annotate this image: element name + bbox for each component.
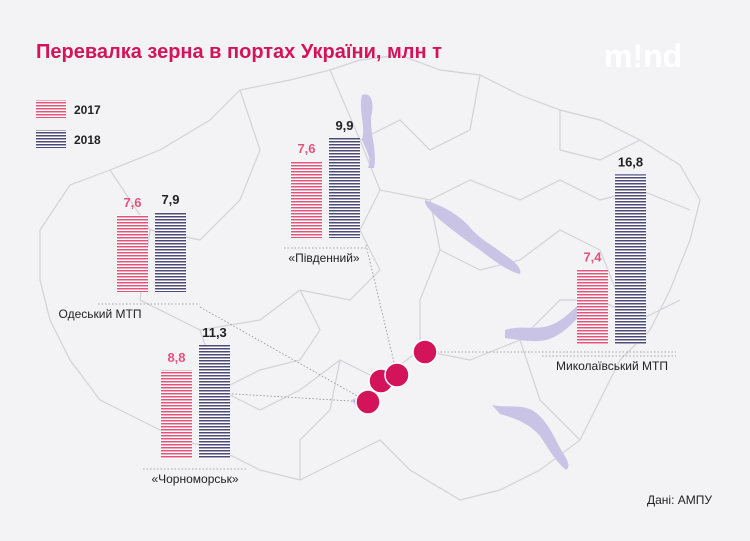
value-label-2017: 7,4 <box>583 249 602 264</box>
mind-logo: m!nd <box>604 38 682 74</box>
value-label-2018: 11,3 <box>202 325 227 340</box>
port-marker-chornomorsk <box>355 389 381 415</box>
bar-2018 <box>155 212 186 292</box>
port-marker-mykolaiv <box>412 339 438 365</box>
port-marker-pivdennyi <box>384 362 410 388</box>
value-label-2018: 16,8 <box>618 154 643 169</box>
legend-item-2017: 2017 <box>36 100 101 118</box>
leader-lines <box>199 244 676 403</box>
bar-group: 7,6 9,9 «Південний» <box>284 118 366 265</box>
bar-groups: 7,6 7,9 Одеський МТП 7,6 9,9 «Південний» 8,8 11… <box>59 118 676 486</box>
value-label-2017: 8,8 <box>167 350 185 365</box>
chart-title: Перевалка зерна в портах України, млн т <box>36 41 442 63</box>
legend-label-2017: 2017 <box>74 103 101 117</box>
port-label: Одеський МТП <box>59 307 142 321</box>
value-label-2017: 7,6 <box>123 195 141 210</box>
value-label-2018: 9,9 <box>335 118 353 133</box>
value-label-2018: 7,9 <box>161 192 179 207</box>
value-label-2017: 7,6 <box>297 141 315 156</box>
bar-2017 <box>577 269 608 344</box>
rivers-and-reservoirs <box>352 94 586 470</box>
bar-2017 <box>161 370 192 459</box>
bar-group: 7,6 7,9 Одеський МТП <box>59 192 200 321</box>
bar-2018 <box>329 138 360 238</box>
bar-2018 <box>615 174 646 344</box>
legend-label-2018: 2018 <box>74 133 101 147</box>
bar-group: 8,8 11,3 «Чорноморськ» <box>143 325 248 486</box>
bar-2017 <box>117 215 148 292</box>
legend-swatch-2018 <box>36 130 66 148</box>
source-note: Дані: АМПУ <box>647 493 712 507</box>
port-label: «Чорноморськ» <box>151 472 238 486</box>
bar-2018 <box>199 344 230 459</box>
legend-item-2018: 2018 <box>36 130 101 148</box>
legend-swatch-2017 <box>36 100 66 118</box>
port-label: Миколаївський МТП <box>556 359 668 373</box>
bar-2017 <box>291 161 322 238</box>
port-label: «Південний» <box>288 251 360 265</box>
legend: 2017 2018 <box>36 100 101 148</box>
bar-group: 7,4 16,8 Миколаївський МТП <box>542 154 676 373</box>
port-markers <box>355 339 438 415</box>
